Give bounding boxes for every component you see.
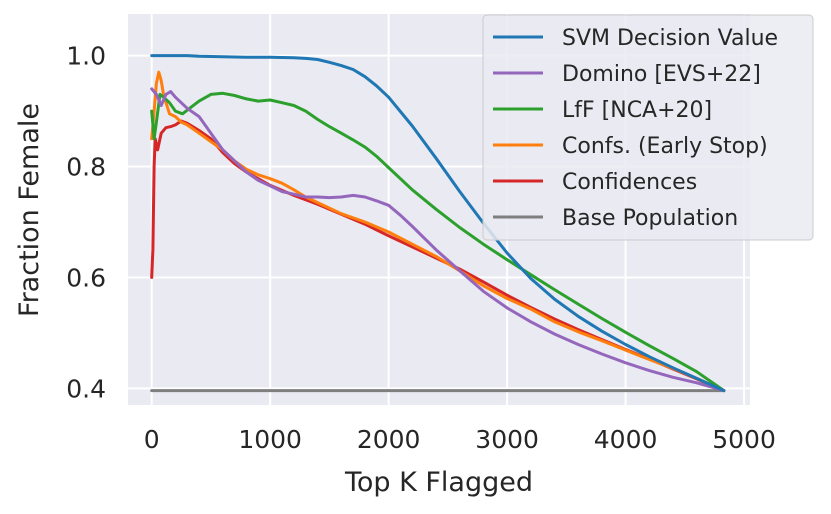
legend-label: Confidences bbox=[562, 170, 697, 195]
series-line-lff-nca-20 bbox=[150, 91, 726, 393]
legend-label: Base Population bbox=[562, 206, 738, 231]
legend-box bbox=[482, 14, 814, 241]
legend-label: LfF [NCA+20] bbox=[562, 98, 712, 123]
y-tick-label: 1.0 bbox=[66, 42, 106, 71]
legend: SVM Decision Value Domino [EVS+22] LfF [NC… bbox=[482, 14, 814, 241]
x-tick-label: 0 bbox=[144, 425, 160, 454]
x-tick-label: 3000 bbox=[475, 425, 539, 454]
x-tick-label: 2000 bbox=[357, 425, 421, 454]
legend-label: Confs. (Early Stop) bbox=[562, 134, 768, 159]
series-line-domino-evs-22 bbox=[150, 87, 726, 393]
x-tick-label: 5000 bbox=[712, 425, 776, 454]
series-layer bbox=[150, 54, 726, 393]
legend-label: Domino [EVS+22] bbox=[562, 62, 761, 87]
legend-label: SVM Decision Value bbox=[562, 26, 778, 51]
y-tick-label: 0.4 bbox=[66, 374, 106, 403]
series-line-svm-decision-value bbox=[150, 54, 726, 393]
y-axis-label: Fraction Female bbox=[14, 103, 45, 317]
y-tick-labels: 0.4 0.6 0.8 1.0 bbox=[66, 42, 106, 404]
x-tick-label: 4000 bbox=[594, 425, 658, 454]
y-tick-label: 0.8 bbox=[66, 153, 106, 182]
y-tick-label: 0.6 bbox=[66, 263, 106, 292]
x-axis-label: Top K Flagged bbox=[344, 467, 533, 498]
x-tick-labels: 0 1000 2000 3000 4000 5000 bbox=[144, 425, 776, 454]
x-tick-label: 1000 bbox=[238, 425, 302, 454]
